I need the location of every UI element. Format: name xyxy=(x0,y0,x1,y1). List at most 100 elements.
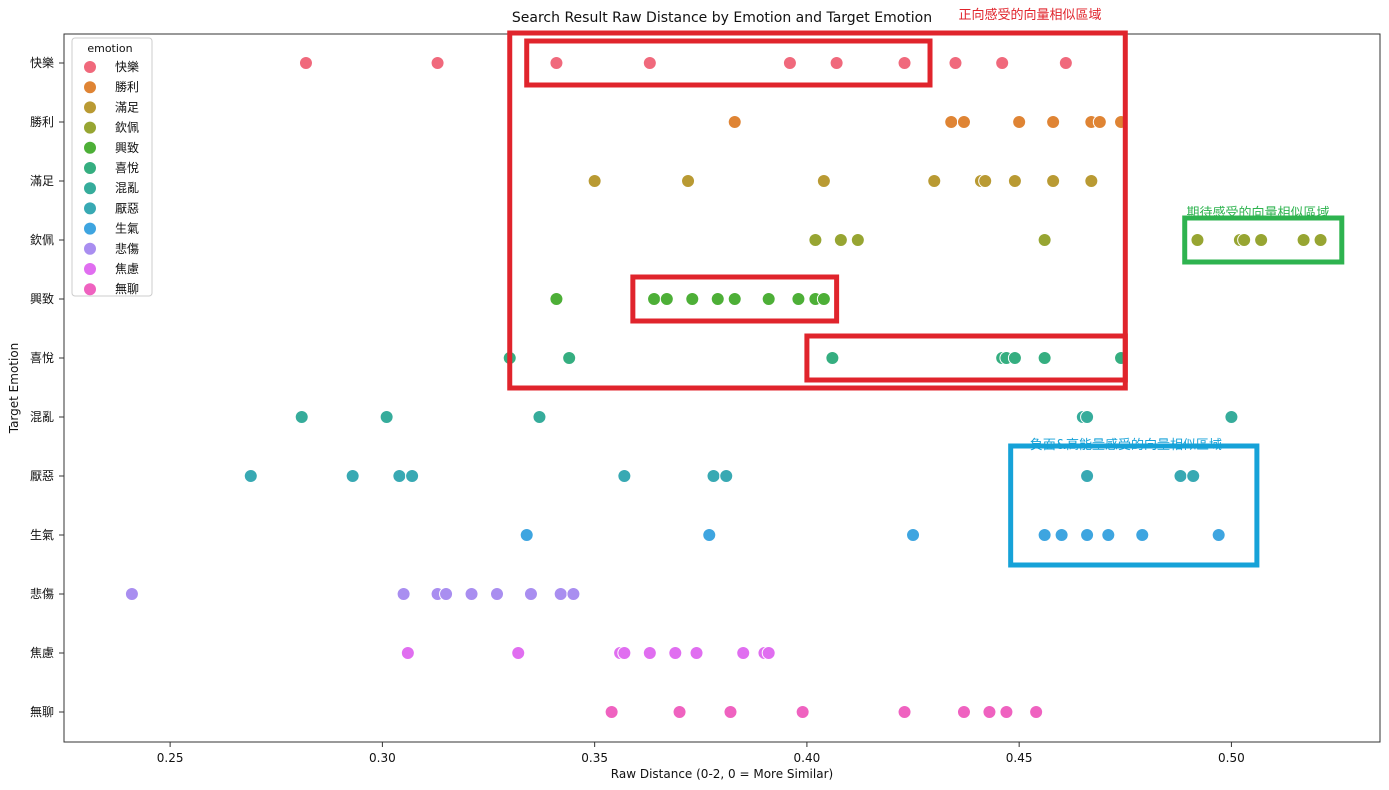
data-point xyxy=(1058,56,1073,70)
data-point xyxy=(906,528,921,542)
data-points xyxy=(124,56,1328,719)
data-point xyxy=(1173,469,1188,483)
data-point xyxy=(642,56,657,70)
data-point xyxy=(956,115,971,129)
highlight-boxes xyxy=(507,30,1345,568)
data-point xyxy=(689,646,704,660)
data-point xyxy=(1186,469,1201,483)
legend-label: 快樂 xyxy=(115,59,139,74)
data-point xyxy=(430,56,445,70)
legend-label: 混亂 xyxy=(115,181,139,195)
legend-marker xyxy=(84,263,96,275)
y-axis-label: Target Emotion xyxy=(7,343,21,435)
x-tick-label: 0.35 xyxy=(581,751,608,765)
data-point xyxy=(1007,351,1022,365)
y-tick-label: 欽佩 xyxy=(30,232,54,247)
data-point xyxy=(956,705,971,719)
data-point xyxy=(396,587,411,601)
data-point xyxy=(1080,469,1095,483)
data-point xyxy=(345,469,360,483)
y-tick-label: 焦慮 xyxy=(30,646,54,660)
highlight-box xyxy=(1008,443,1260,568)
data-point xyxy=(1054,528,1069,542)
highlight-box xyxy=(524,38,933,88)
x-tick-label: 0.30 xyxy=(369,751,396,765)
data-point xyxy=(825,351,840,365)
legend-label: 勝利 xyxy=(115,79,139,94)
data-point xyxy=(553,587,568,601)
data-point xyxy=(727,115,742,129)
data-point xyxy=(672,705,687,719)
y-tick-label: 快樂 xyxy=(30,55,54,70)
x-tick-label: 0.40 xyxy=(794,751,821,765)
data-point xyxy=(897,56,912,70)
legend-marker xyxy=(84,141,96,154)
data-point xyxy=(681,174,696,188)
data-point xyxy=(647,292,662,306)
data-point xyxy=(1046,174,1061,188)
data-point xyxy=(1237,233,1252,247)
legend-marker xyxy=(84,182,96,195)
legend-label: 焦慮 xyxy=(115,262,139,276)
y-tick-label: 無聊 xyxy=(30,704,54,719)
legend-marker xyxy=(84,162,96,174)
annotation-anticipation: 期待感受的向量相似區域 xyxy=(1186,205,1329,221)
x-tick-label: 0.25 xyxy=(157,751,184,765)
data-point xyxy=(727,292,742,306)
y-tick-label: 厭惡 xyxy=(30,469,54,483)
data-point xyxy=(850,233,865,247)
data-point xyxy=(1037,233,1052,247)
data-point xyxy=(294,410,309,424)
data-point xyxy=(1190,233,1205,247)
highlight-box xyxy=(1182,215,1345,265)
data-point xyxy=(1211,528,1226,542)
data-point xyxy=(562,351,577,365)
data-point xyxy=(405,469,420,483)
data-point xyxy=(566,587,581,601)
data-point xyxy=(999,705,1014,719)
data-point xyxy=(791,292,806,306)
data-point xyxy=(829,56,844,70)
x-axis: 0.25 0.30 0.35 0.40 0.45 0.50 xyxy=(157,742,1245,765)
data-point xyxy=(642,646,657,660)
data-point xyxy=(668,646,683,660)
legend-marker xyxy=(84,242,96,255)
legend-marker xyxy=(84,81,96,94)
annotations: 正向感受的向量相似區域 期待感受的向量相似區域 負面&高能量感受的向量相似區域 xyxy=(958,7,1329,453)
highlight-box xyxy=(630,274,840,324)
data-point xyxy=(1092,115,1107,129)
data-point xyxy=(298,56,313,70)
data-point xyxy=(511,646,526,660)
highlight-box xyxy=(804,333,1128,383)
data-point xyxy=(761,292,776,306)
legend-marker xyxy=(84,222,96,235)
data-point xyxy=(795,705,810,719)
y-tick-label: 滿足 xyxy=(30,174,54,188)
data-point xyxy=(392,469,407,483)
data-point xyxy=(816,292,831,306)
data-point xyxy=(833,233,848,247)
data-point xyxy=(978,174,993,188)
data-point xyxy=(490,587,505,601)
data-point xyxy=(719,469,734,483)
data-point xyxy=(519,528,534,542)
highlight-box xyxy=(507,30,1128,391)
data-point xyxy=(604,705,619,719)
data-point xyxy=(523,587,538,601)
data-point xyxy=(685,292,700,306)
data-point xyxy=(379,410,394,424)
data-point xyxy=(1224,410,1239,424)
data-point xyxy=(532,410,547,424)
data-point xyxy=(549,56,564,70)
x-axis-label: Raw Distance (0-2, 0 = More Similar) xyxy=(611,767,833,781)
legend-label: 興致 xyxy=(115,141,139,155)
data-point xyxy=(400,646,415,660)
data-point xyxy=(995,56,1010,70)
data-point xyxy=(1080,528,1095,542)
data-point xyxy=(1135,528,1150,542)
data-point xyxy=(1254,233,1269,247)
data-point xyxy=(897,705,912,719)
data-point xyxy=(927,174,942,188)
